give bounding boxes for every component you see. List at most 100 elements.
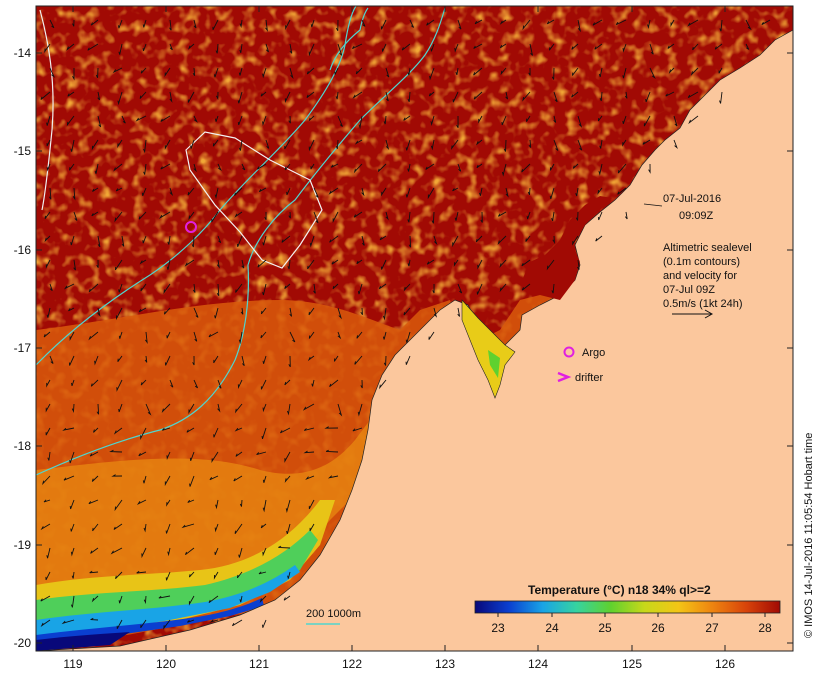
velocity-arrow [432,283,435,294]
velocity-arrow [141,187,147,196]
velocity-arrow [257,259,267,268]
velocity-arrow [598,67,603,78]
velocity-arrow [217,403,221,413]
velocity-arrow [138,211,147,220]
velocity-arrow [135,115,147,122]
velocity-arrow [278,545,291,549]
velocity-arrow [165,571,171,581]
velocity-arrow [477,259,483,270]
velocity-arrow [233,475,243,482]
velocity-arrow [192,283,196,293]
velocity-arrow [408,235,412,248]
velocity-arrow [46,115,51,126]
velocity-arrow [452,187,459,192]
velocity-arrow [237,379,243,390]
velocity-arrow [287,259,291,270]
velocity-arrow [281,235,291,243]
x-tick-label: 119 [63,657,82,671]
velocity-arrow [617,163,627,174]
velocity-arrow [332,283,339,290]
velocity-arrow [44,43,51,54]
velocity-arrow [308,307,315,316]
velocity-arrow [500,67,507,76]
y-tick-label: -16 [14,243,32,257]
velocity-arrow [114,259,123,271]
velocity-arrow [407,91,411,102]
velocity-arrow [405,331,411,343]
velocity-arrow [332,211,339,224]
velocity-arrow [473,43,483,49]
velocity-arrow [428,331,435,340]
velocity-arrow [45,571,51,581]
velocity-arrow [73,259,76,271]
velocity-arrow [110,547,123,555]
velocity-arrow [262,403,267,413]
velocity-arrow [451,139,459,150]
velocity-arrow [89,451,99,457]
velocity-arrow [91,475,99,482]
velocity-arrow [164,139,171,150]
map-area [36,6,793,651]
altimetry-line-3: and velocity for [663,270,737,282]
velocity-arrow [383,115,387,125]
velocity-arrow [190,139,195,149]
velocity-arrow [236,235,243,247]
velocity-arrow [572,163,579,169]
velocity-arrow [191,235,195,248]
velocity-arrow [69,331,75,341]
velocity-arrow [117,355,123,362]
time-label: 09:09Z [679,210,714,222]
velocity-arrow [427,187,435,200]
velocity-arrow [262,355,267,364]
velocity-arrow [499,259,507,268]
velocity-arrow [313,211,319,224]
y-tick-label: -20 [14,636,32,650]
velocity-arrow [97,91,101,101]
velocity-arrow [71,379,75,387]
velocity-arrow [521,283,531,291]
velocity-arrow [44,235,51,243]
velocity-arrow [49,19,55,29]
velocity-arrow [334,67,339,75]
velocity-arrow [113,427,123,435]
velocity-arrow [113,523,123,530]
velocity-arrow [303,450,315,454]
velocity-arrow [40,523,51,531]
colorbar-tick-label: 28 [758,621,772,635]
colorbar-title: Temperature (°C) n18 34% ql>=2 [528,583,711,597]
velocity-arrow [211,451,219,464]
velocity-arrow [526,211,531,220]
velocity-arrow [238,547,243,558]
velocity-arrow [216,259,220,269]
velocity-arrow [501,115,507,126]
velocity-arrow [136,570,147,574]
velocity-arrow [289,43,293,54]
velocity-arrow [142,475,147,484]
velocity-arrow [288,355,291,368]
velocity-arrow [599,139,603,149]
velocity-arrow [236,571,243,579]
velocity-arrow [215,499,219,510]
velocity-arrow [143,163,147,175]
y-tick-label: -14 [14,46,32,60]
velocity-arrow [597,187,603,195]
velocity-arrow [62,427,75,431]
velocity-arrow [353,163,363,174]
velocity-arrow [403,283,411,292]
velocity-arrow [145,331,148,344]
velocity-arrow [139,91,147,99]
velocity-arrow [337,403,343,417]
velocity-arrow [142,43,147,52]
velocity-arrow [761,19,771,25]
velocity-arrow [193,307,199,318]
velocity-arrow [169,91,173,103]
velocity-arrow [383,355,387,366]
velocity-arrow [499,19,507,25]
velocity-arrow [142,235,147,244]
velocity-arrow [45,259,51,269]
velocity-arrow [214,523,219,533]
velocity-arrow [88,331,99,341]
velocity-arrow [69,451,75,464]
velocity-arrow [718,67,723,74]
velocity-arrow [474,19,483,25]
